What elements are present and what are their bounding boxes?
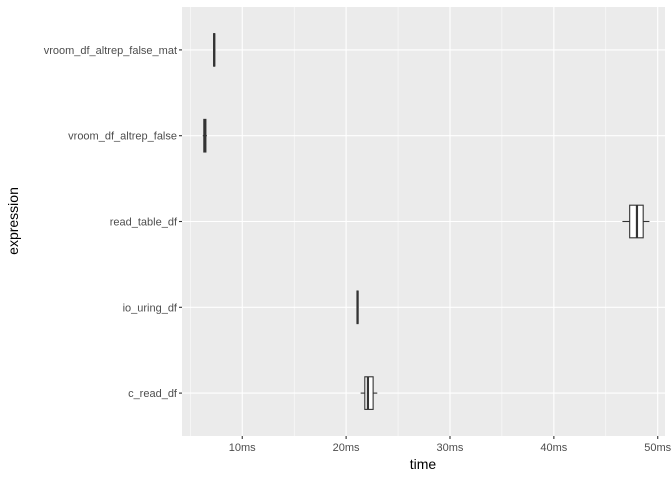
box-series (202, 33, 650, 410)
x-axis: 10ms 20ms 30ms 40ms 50ms (229, 436, 672, 454)
x-tick-label: 30ms (437, 442, 464, 454)
x-tick-label: 50ms (644, 442, 671, 454)
x-tick-label: 10ms (229, 442, 256, 454)
box-vroom_df_altrep_false_mat (213, 33, 216, 67)
y-tick-label: vroom_df_altrep_false_mat (44, 45, 177, 57)
box-read_table_df (622, 204, 650, 239)
box-vroom_df_altrep_false (202, 118, 207, 153)
y-axis: vroom_df_altrep_false_mat vroom_df_altrep… (44, 45, 182, 400)
x-tick-label: 40ms (540, 442, 567, 454)
y-tick-label: io_uring_df (123, 302, 178, 314)
box-io_uring_df (356, 290, 359, 325)
x-axis-title: time (410, 456, 437, 472)
box-c_read_df (360, 376, 378, 410)
x-tick-label: 20ms (333, 442, 360, 454)
y-tick-label: read_table_df (110, 217, 178, 229)
y-axis-title: expression (5, 187, 21, 255)
grid-lines (182, 7, 665, 436)
y-tick-label: c_read_df (128, 388, 178, 400)
y-tick-label: vroom_df_altrep_false (68, 131, 177, 143)
